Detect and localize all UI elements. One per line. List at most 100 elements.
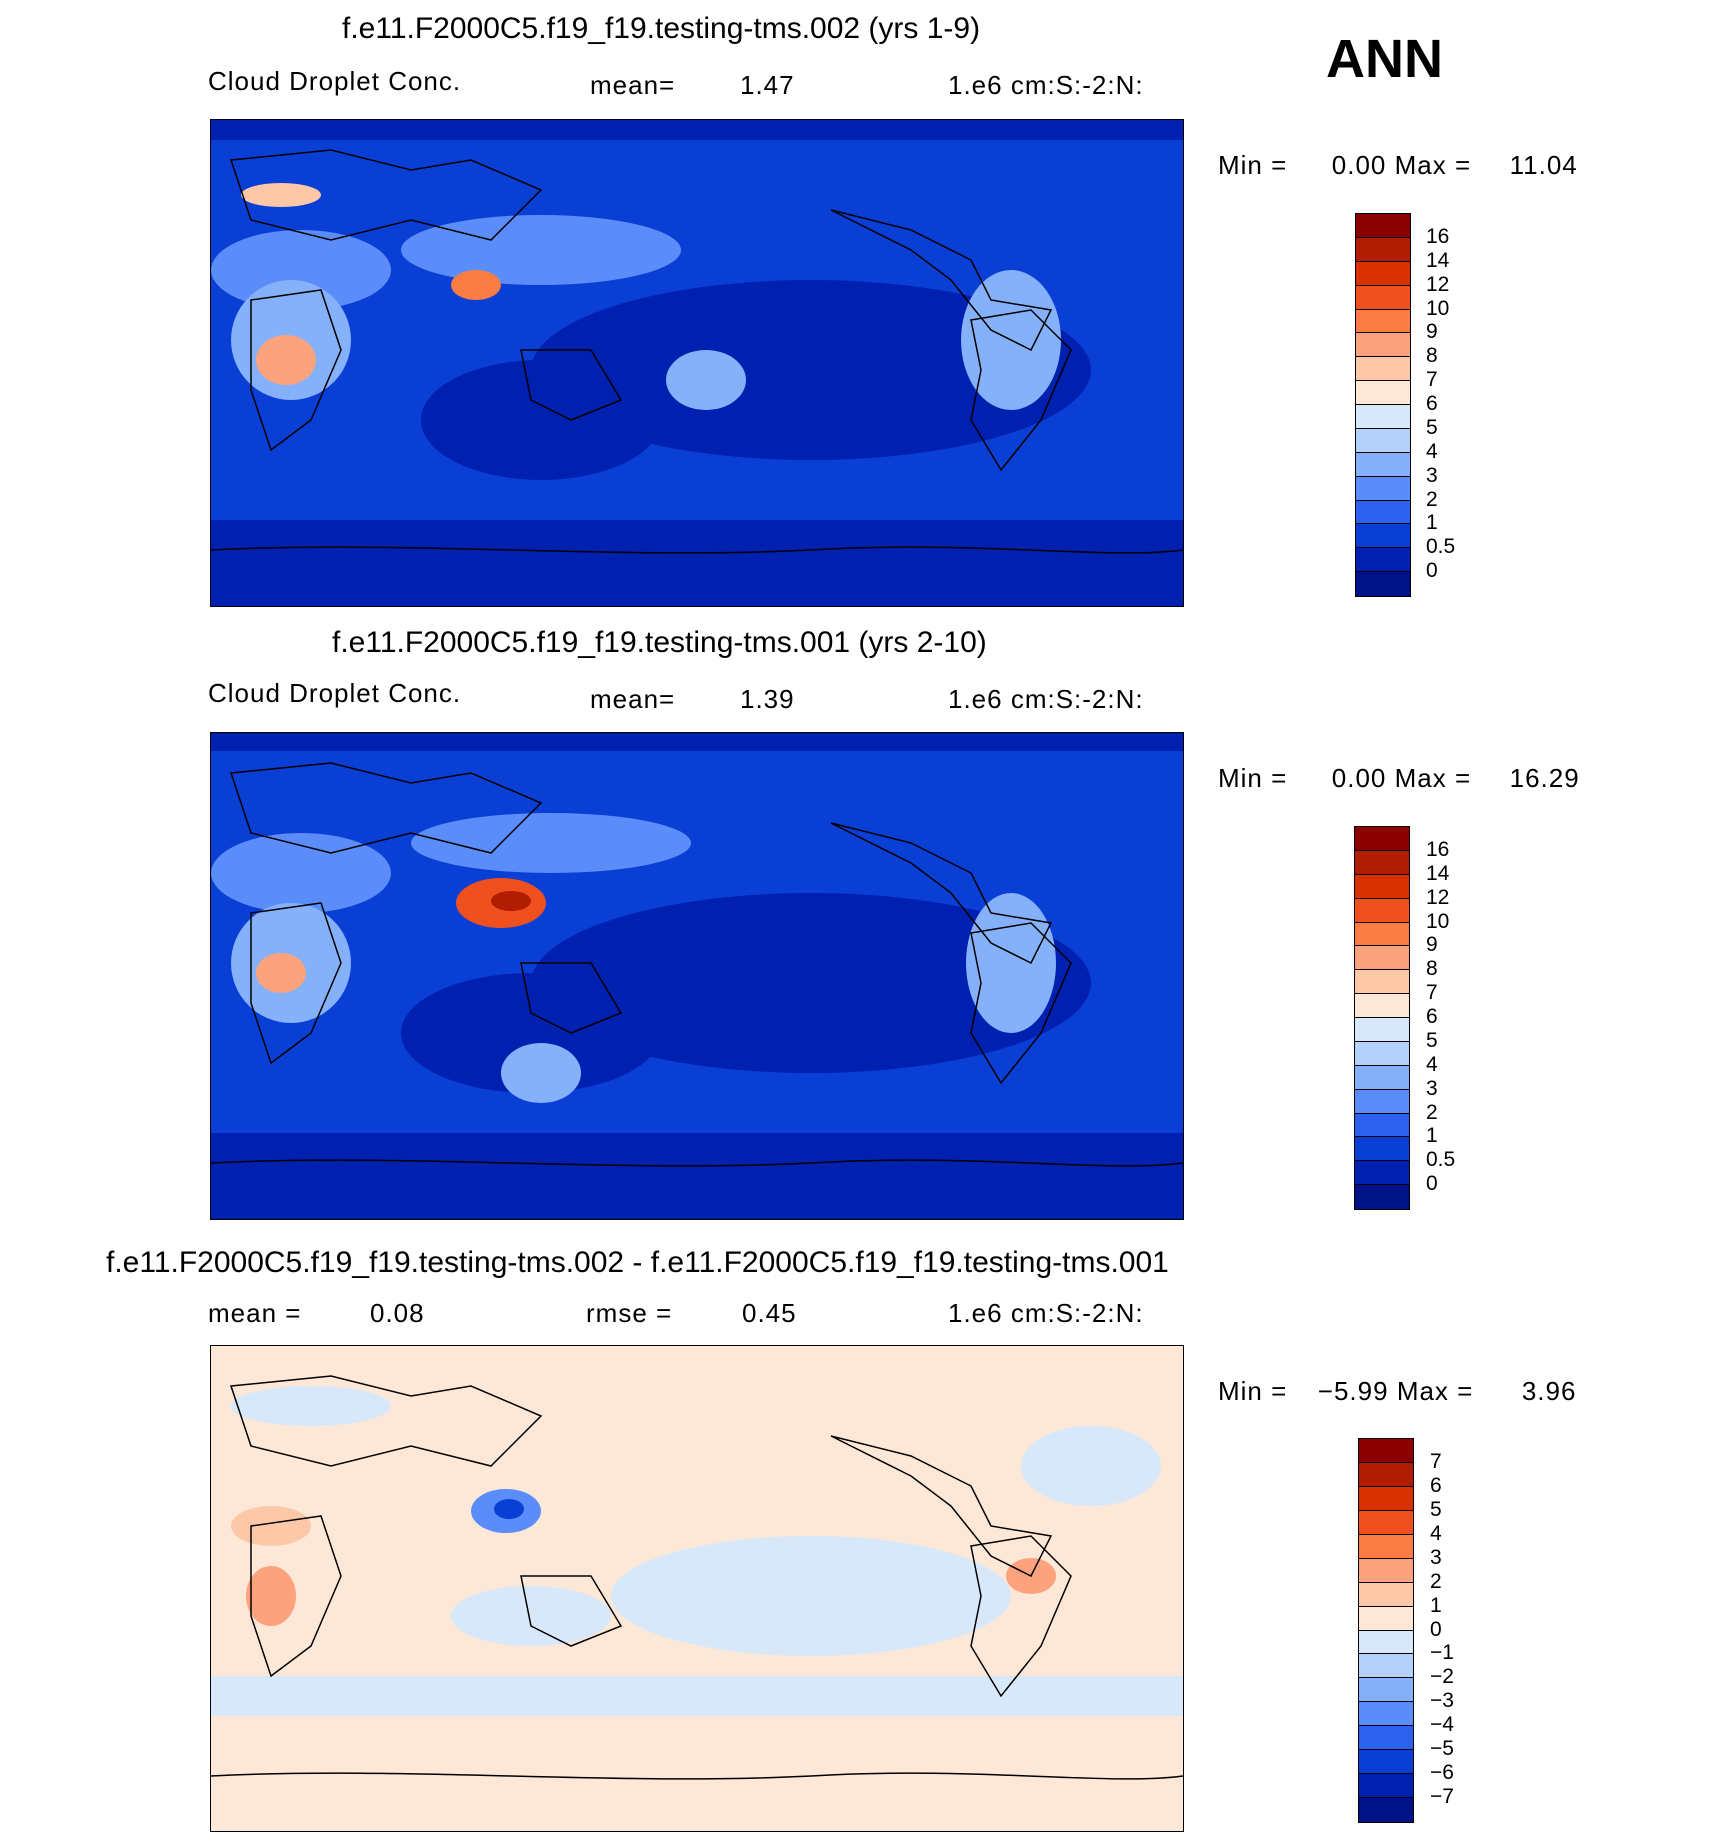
colorbar-segment — [1356, 237, 1410, 262]
colorbar-level-label: 4 — [1426, 1052, 1438, 1076]
panel1-mean-label: mean= — [590, 70, 676, 100]
colorbar-level-label: 7 — [1430, 1449, 1442, 1473]
colorbar-level-label: 6 — [1426, 1005, 1438, 1028]
colorbar-segment — [1355, 1041, 1409, 1066]
colorbar-segment — [1356, 500, 1410, 525]
panel1-title: f.e11.F2000C5.f19_f19.testing-tms.002 (y… — [342, 12, 981, 45]
colorbar-level-label: 7 — [1426, 981, 1438, 1005]
colorbar-segment — [1355, 1113, 1409, 1138]
colorbar-segment — [1355, 1161, 1409, 1186]
colorbar-segment — [1355, 1185, 1409, 1209]
colorbar-level-label: 2 — [1426, 1100, 1438, 1124]
panel2-max-label: Max = — [1394, 763, 1472, 793]
colorbar-segment — [1355, 898, 1409, 923]
colorbar-segment — [1355, 874, 1409, 899]
colorbar-segment — [1355, 1018, 1409, 1042]
colorbar-level-label: 10 — [1426, 909, 1450, 933]
colorbar-segment — [1356, 572, 1410, 596]
colorbar-level-label: 14 — [1426, 861, 1450, 885]
panel2-mean-value: 1.39 — [740, 684, 795, 714]
colorbar-segment — [1359, 1630, 1413, 1655]
colorbar-level-label: −1 — [1430, 1641, 1454, 1665]
colorbar-segment — [1356, 214, 1410, 238]
panel3-rmse-value: 0.45 — [742, 1298, 797, 1328]
panel3-rmse-label: rmse = — [586, 1298, 673, 1328]
panel3-colorbar — [1358, 1438, 1414, 1823]
colorbar-level-label: 3 — [1426, 1076, 1438, 1100]
colorbar-segment — [1356, 548, 1410, 573]
colorbar-segment — [1355, 1065, 1409, 1090]
panel1-min-label: Min = — [1218, 150, 1288, 180]
colorbar-level-label: −5 — [1430, 1737, 1454, 1761]
panel1-mean-value: 1.47 — [740, 70, 795, 100]
colorbar-segment — [1356, 309, 1410, 334]
colorbar-level-label: 1 — [1430, 1593, 1442, 1617]
panel1-max-label: Max = — [1394, 150, 1472, 180]
colorbar-level-label: 1 — [1426, 511, 1438, 535]
colorbar-segment — [1359, 1774, 1413, 1799]
panel2-colorbar-labels: 16 14 12 10 9 8 7 6 5 4 3 2 1 0.5 0 — [1426, 826, 1506, 1208]
colorbar-segment — [1356, 357, 1410, 382]
colorbar-level-label: 9 — [1426, 320, 1438, 344]
colorbar-segment — [1359, 1486, 1413, 1511]
colorbar-segment — [1355, 994, 1409, 1018]
colorbar-segment — [1355, 922, 1409, 947]
colorbar-level-label: 16 — [1426, 837, 1450, 861]
colorbar-segment — [1356, 381, 1410, 405]
colorbar-segment — [1355, 1089, 1409, 1114]
panel3-mean-label: mean = — [208, 1298, 302, 1328]
season-label: ANN — [1326, 29, 1443, 89]
panel1-units: 1.e6 cm:S:-2:N: — [948, 70, 1144, 100]
panel3-units: 1.e6 cm:S:-2:N: — [948, 1298, 1144, 1328]
panel2-min-value: 0.00 — [1331, 763, 1387, 793]
colorbar-segment — [1356, 476, 1410, 501]
panel3-title: f.e11.F2000C5.f19_f19.testing-tms.002 - … — [106, 1246, 1169, 1279]
colorbar-segment — [1359, 1798, 1413, 1822]
colorbar-level-label: 8 — [1426, 957, 1438, 981]
colorbar-level-label: 10 — [1426, 296, 1450, 320]
colorbar-level-label: 5 — [1430, 1497, 1442, 1521]
colorbar-segment — [1359, 1702, 1413, 1727]
panel3-min-value: −5.99 — [1317, 1376, 1389, 1406]
colorbar-segment — [1359, 1582, 1413, 1607]
panel1-colorbar — [1355, 213, 1411, 597]
colorbar-level-label: 14 — [1426, 248, 1450, 272]
colorbar-segment — [1356, 261, 1410, 286]
colorbar-segment — [1359, 1678, 1413, 1703]
colorbar-level-label: 6 — [1430, 1473, 1442, 1497]
panel1-map — [210, 119, 1184, 607]
panel3-colorbar-labels: 7 6 5 4 3 2 1 0 −1 −2 −3 −4 −5 −6 −7 — [1430, 1438, 1510, 1821]
colorbar-level-label: 2 — [1426, 487, 1438, 511]
colorbar-segment — [1356, 285, 1410, 310]
colorbar-segment — [1359, 1439, 1413, 1463]
colorbar-segment — [1355, 850, 1409, 875]
panel2-map — [210, 732, 1184, 1220]
panel3-min-label: Min = — [1218, 1376, 1288, 1406]
colorbar-level-label: 2 — [1430, 1569, 1442, 1593]
panel2-variable: Cloud Droplet Conc. — [208, 678, 462, 708]
colorbar-segment — [1355, 946, 1409, 971]
colorbar-level-label: 0.5 — [1426, 1148, 1456, 1172]
colorbar-level-label: −4 — [1430, 1713, 1454, 1737]
colorbar-segment — [1356, 524, 1410, 549]
colorbar-level-label: −7 — [1430, 1785, 1454, 1809]
colorbar-segment — [1359, 1606, 1413, 1631]
panel1-variable: Cloud Droplet Conc. — [208, 66, 462, 96]
panel1-min-value: 0.00 — [1331, 150, 1387, 180]
panel3-map — [210, 1345, 1184, 1832]
colorbar-level-label: 12 — [1426, 272, 1450, 296]
colorbar-level-label: 0.5 — [1426, 535, 1456, 559]
colorbar-segment — [1355, 970, 1409, 995]
panel2-units: 1.e6 cm:S:-2:N: — [948, 684, 1144, 714]
colorbar-level-label: 0 — [1430, 1617, 1442, 1641]
colorbar-level-label: 7 — [1426, 368, 1438, 392]
colorbar-level-label: 4 — [1430, 1521, 1442, 1545]
colorbar-level-label: 5 — [1426, 1028, 1438, 1052]
colorbar-segment — [1359, 1750, 1413, 1775]
colorbar-level-label: 1 — [1426, 1124, 1438, 1148]
colorbar-segment — [1356, 428, 1410, 453]
colorbar-level-label: 0 — [1426, 1172, 1438, 1196]
colorbar-segment — [1356, 405, 1410, 429]
panel3-max-value: 3.96 — [1521, 1376, 1577, 1406]
colorbar-segment — [1355, 1137, 1409, 1162]
